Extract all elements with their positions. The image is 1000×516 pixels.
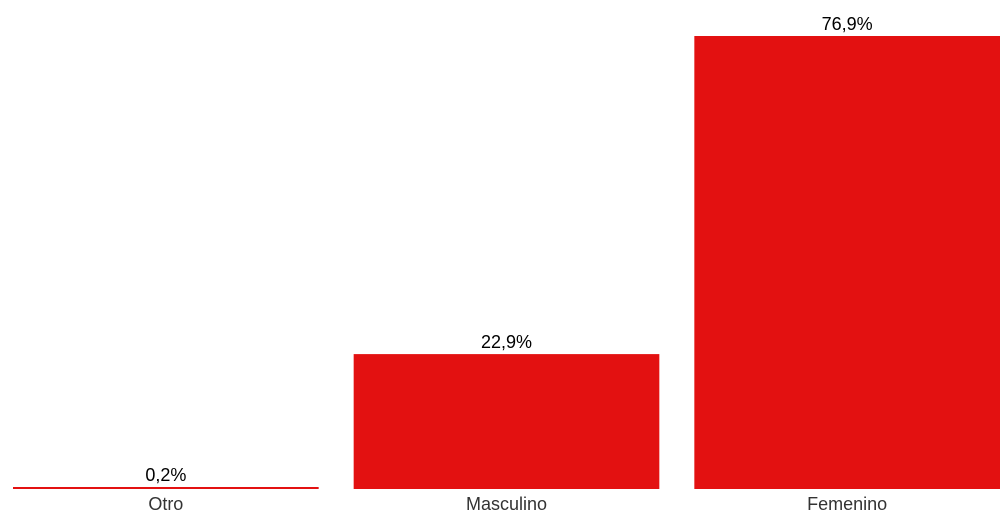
category-label-femenino: Femenino <box>807 494 887 514</box>
data-label-otro: 0,2% <box>145 465 186 485</box>
bar-masculino <box>353 354 660 489</box>
bar-otro <box>13 487 319 489</box>
data-label-femenino: 76,9% <box>822 14 873 34</box>
data-label-masculino: 22,9% <box>481 332 532 352</box>
category-label-masculino: Masculino <box>466 494 547 514</box>
category-label-otro: Otro <box>148 494 183 514</box>
bar-femenino <box>694 36 1000 489</box>
